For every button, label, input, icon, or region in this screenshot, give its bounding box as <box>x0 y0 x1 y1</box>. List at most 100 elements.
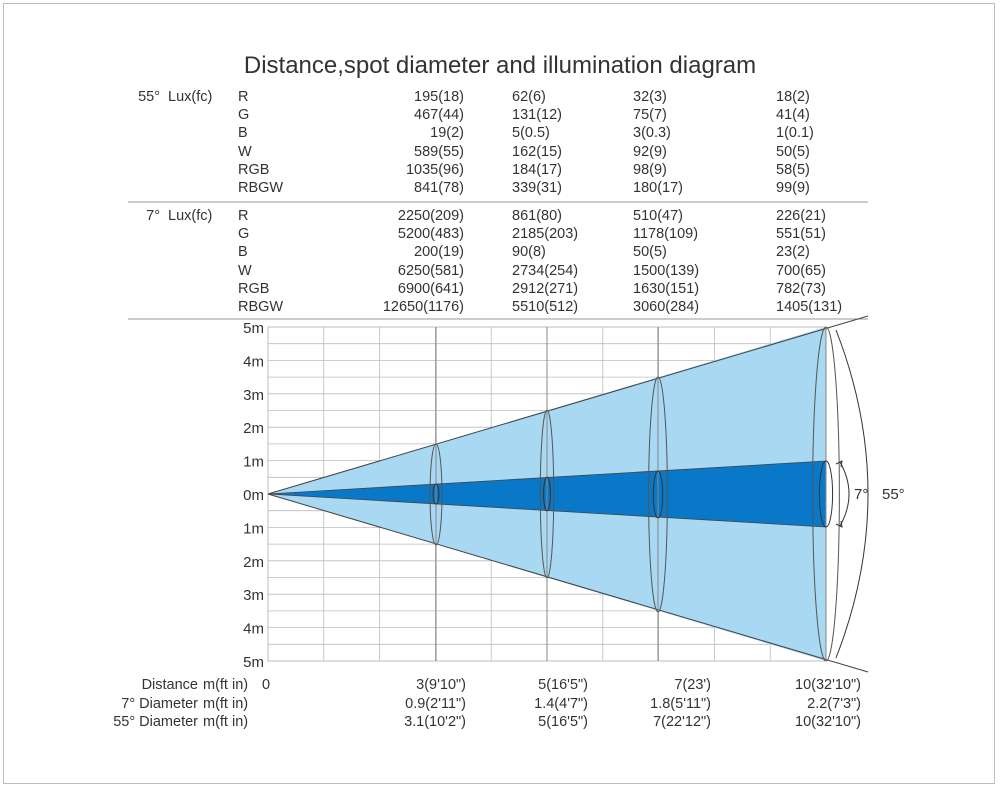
row-value: 3.1(10'2") <box>404 714 466 730</box>
lux-value: 551(51) <box>776 226 826 243</box>
diagram-title: Distance,spot diameter and illumination … <box>243 52 757 79</box>
section-angle-label: 55° <box>138 89 160 105</box>
lux-value: 339(31) <box>512 180 562 196</box>
arrowhead <box>835 520 843 528</box>
y-axis-tick-label: 5m <box>243 654 264 671</box>
wide-angle-arc <box>835 329 869 659</box>
row-value: 5(16'5") <box>538 714 588 730</box>
lux-value: 50(5) <box>776 143 810 160</box>
y-axis-tick-label: 2m <box>243 554 264 571</box>
lux-value: 195(18) <box>414 89 464 105</box>
y-axis-tick-label: 5m <box>243 320 264 337</box>
section-angle-label: 7° <box>146 208 160 224</box>
lux-value: 782(73) <box>776 280 826 297</box>
row-value: 1.8(5'11") <box>650 696 711 712</box>
channel-label: RGB <box>238 280 270 297</box>
channel-label: RGB <box>238 161 270 178</box>
lux-value: 90(8) <box>512 244 546 261</box>
lux-value: 184(17) <box>512 161 562 178</box>
arrowhead <box>835 460 843 468</box>
distance-start: 0 <box>262 677 271 693</box>
lux-value: 2250(209) <box>397 208 464 224</box>
row-value: 10(32'10") <box>795 714 861 730</box>
row-value: 7(23') <box>674 677 711 693</box>
channel-label: B <box>238 125 248 142</box>
lux-value: 180(17) <box>633 180 683 196</box>
wide-spot-ellipse <box>539 409 555 579</box>
lux-value: 1(0.1) <box>776 125 814 142</box>
lux-value: 131(12) <box>512 107 562 124</box>
lux-value: 226(21) <box>776 208 826 224</box>
y-axis-tick-label: 3m <box>243 587 264 604</box>
lux-value: 841(78) <box>414 180 464 196</box>
lux-value: 3060(284) <box>633 299 700 315</box>
row-label: 55° Diameter <box>113 714 198 730</box>
lux-value: 23(2) <box>776 244 810 261</box>
row-unit: m(ft in) <box>203 696 249 712</box>
lux-value: 18(2) <box>776 89 810 105</box>
y-axis-tick-label: 4m <box>243 353 264 370</box>
row-value: 5(16'5") <box>538 677 588 693</box>
narrow-angle-arc <box>839 461 850 527</box>
row-value: 2.2(7'3") <box>807 696 861 712</box>
angle-annotations: 7° 55° <box>835 329 905 659</box>
lux-value: 41(4) <box>776 107 810 124</box>
lux-value: 2734(254) <box>512 262 579 279</box>
narrow-spot-ellipse <box>432 483 440 505</box>
y-axis-tick-label: 0m <box>243 487 264 504</box>
channel-label: RBGW <box>238 180 284 196</box>
lux-value: 162(15) <box>512 143 562 160</box>
section-unit-label: Lux(fc) <box>168 89 213 105</box>
lux-value: 58(5) <box>776 161 810 178</box>
wide-angle-label: 55° <box>882 486 905 503</box>
y-axis-tick-label: 4m <box>243 621 264 638</box>
lux-value: 50(5) <box>633 244 667 261</box>
lux-value: 1500(139) <box>633 262 700 279</box>
lux-value: 62(6) <box>512 89 546 105</box>
y-axis-tick-labels: 5m 4m 3m 2m 1m 0m 1m 2m 3m 4m 5m <box>243 320 264 671</box>
channel-label: RBGW <box>238 299 284 315</box>
lux-value: 510(47) <box>633 208 683 224</box>
y-axis-tick-label: 1m <box>243 454 264 471</box>
y-axis-tick-label: 1m <box>243 520 264 537</box>
row-value: 10(32'10") <box>795 677 861 693</box>
lux-value: 5510(512) <box>512 299 579 315</box>
row-value: 7(22'12") <box>653 714 711 730</box>
lux-value: 5(0.5) <box>512 125 550 142</box>
narrow-angle-label: 7° <box>854 486 868 503</box>
lux-value: 75(7) <box>633 107 667 124</box>
lux-value: 467(44) <box>414 107 464 124</box>
lux-value: 2185(203) <box>512 226 579 243</box>
row-value: 1.4(4'7") <box>534 696 588 712</box>
lux-value: 98(9) <box>633 161 667 178</box>
lux-value: 3(0.3) <box>633 125 671 142</box>
wide-beam-edge <box>267 493 869 673</box>
channel-label: G <box>238 226 250 243</box>
lux-value: 861(80) <box>512 208 562 224</box>
channel-label: R <box>238 89 249 105</box>
lux-value: 200(19) <box>414 244 464 261</box>
lux-value: 1630(151) <box>633 280 700 297</box>
channel-label: G <box>238 107 250 124</box>
channel-label: B <box>238 244 248 261</box>
lux-value: 12650(1176) <box>382 299 464 315</box>
lux-value: 19(2) <box>430 125 464 142</box>
lux-value: 32(3) <box>633 89 667 105</box>
wide-spot-ellipse <box>812 326 840 662</box>
section-unit-label: Lux(fc) <box>168 208 213 224</box>
lux-value: 700(65) <box>776 262 826 279</box>
row-value: 0.9(2'11") <box>405 696 466 712</box>
row-label: Distance <box>141 677 198 693</box>
wide-spot-ellipse <box>429 443 443 546</box>
lux-value: 6900(641) <box>397 280 464 297</box>
lux-value: 6250(581) <box>397 262 464 279</box>
narrow-spot-ellipse <box>652 470 664 519</box>
y-axis-tick-label: 2m <box>243 420 264 437</box>
wide-beam-edge <box>267 315 869 495</box>
narrow-spot-ellipse <box>543 476 551 512</box>
row-unit: m(ft in) <box>203 714 249 730</box>
channel-label: W <box>238 262 252 279</box>
channel-label: W <box>238 143 252 160</box>
lux-value: 92(9) <box>633 143 667 160</box>
